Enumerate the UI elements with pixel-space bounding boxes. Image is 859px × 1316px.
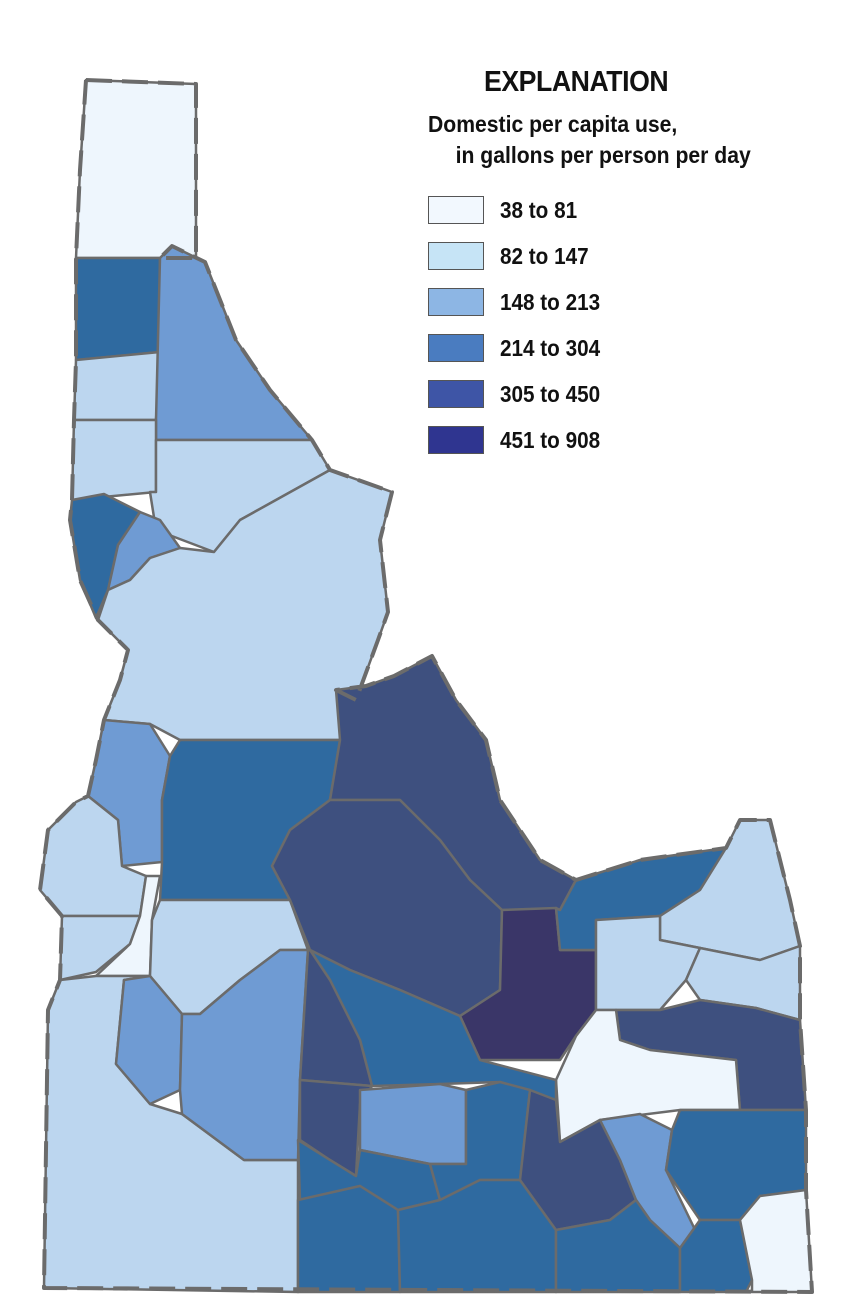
legend-swatch bbox=[428, 426, 484, 454]
legend-subtitle: Domestic per capita use, in gallons per … bbox=[428, 109, 805, 171]
legend-subtitle-line1: Domestic per capita use, bbox=[428, 111, 678, 137]
county-bonner bbox=[74, 256, 162, 362]
legend-item: 82 to 147 bbox=[428, 233, 838, 279]
legend-item: 148 to 213 bbox=[428, 279, 838, 325]
county-kootenai bbox=[72, 350, 162, 422]
legend-swatch bbox=[428, 288, 484, 316]
legend-label: 148 to 213 bbox=[500, 288, 601, 315]
state-outline bbox=[38, 78, 814, 1294]
legend-swatch bbox=[428, 196, 484, 224]
legend-title: EXPLANATION bbox=[484, 66, 669, 98]
legend-label: 82 to 147 bbox=[500, 242, 589, 269]
legend-item: 38 to 81 bbox=[428, 187, 838, 233]
legend-item: 305 to 450 bbox=[428, 371, 838, 417]
legend-label: 214 to 304 bbox=[500, 334, 601, 361]
county-boundary bbox=[74, 78, 198, 272]
legend-label: 305 to 450 bbox=[500, 380, 601, 407]
legend-label: 38 to 81 bbox=[500, 196, 578, 223]
county-bearlake bbox=[738, 1188, 814, 1294]
county-oneida bbox=[554, 1198, 682, 1294]
legend-item: 214 to 304 bbox=[428, 325, 838, 371]
map-legend: EXPLANATION Domestic per capita use, in … bbox=[428, 66, 838, 463]
legend-label: 451 to 908 bbox=[500, 426, 601, 453]
legend-swatch bbox=[428, 242, 484, 270]
legend-subtitle-line2: in gallons per person per day bbox=[455, 142, 751, 168]
legend-items: 38 to 81 82 to 147 148 to 213 214 to 304… bbox=[428, 187, 838, 463]
legend-swatch bbox=[428, 334, 484, 362]
county-twinfalls bbox=[296, 1184, 402, 1294]
county-benewah bbox=[70, 418, 158, 502]
legend-swatch bbox=[428, 380, 484, 408]
legend-item: 451 to 908 bbox=[428, 417, 838, 463]
